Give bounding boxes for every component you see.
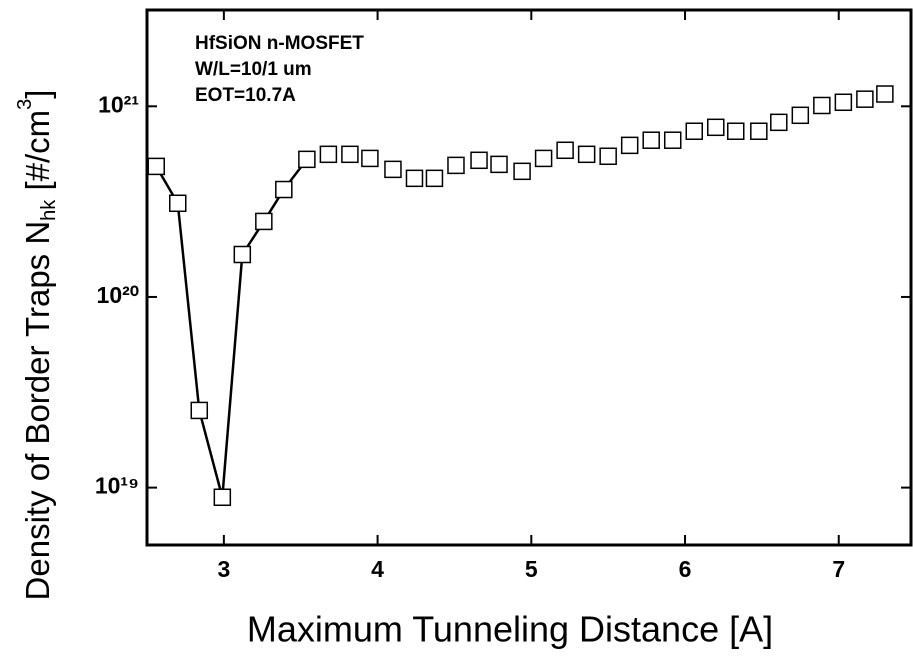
x-tick-label: 6	[679, 556, 692, 582]
y-label-sub: hk	[38, 199, 60, 221]
marker	[834, 93, 853, 112]
marker	[620, 136, 639, 155]
marker	[213, 488, 232, 507]
marker	[556, 141, 574, 160]
marker	[876, 85, 894, 103]
marker	[298, 150, 316, 169]
marker	[599, 147, 617, 166]
x-tick-label: 3	[217, 556, 230, 582]
marker	[856, 90, 874, 108]
marker	[770, 113, 788, 132]
marker	[750, 122, 768, 140]
marker	[791, 106, 810, 125]
y-label-text: ]	[19, 90, 56, 99]
x-tick-label: 4	[371, 556, 384, 582]
y-tick-label: 10²⁰	[97, 282, 139, 308]
marker	[233, 245, 252, 264]
marker	[577, 145, 596, 164]
y-label-sup: 3	[14, 99, 36, 110]
marker	[255, 212, 273, 231]
y-label-text: Density of Border Traps N	[19, 221, 56, 601]
x-tick-label: 5	[525, 556, 538, 582]
marker	[341, 145, 359, 164]
marker	[147, 157, 165, 176]
marker	[425, 169, 444, 188]
x-tick-label: 7	[832, 556, 845, 582]
y-axis-label: Density of Border Traps Nhk [#/cm3]	[14, 90, 60, 601]
marker	[685, 122, 704, 140]
marker	[190, 401, 209, 420]
marker	[361, 149, 379, 168]
x-axis-label: Maximum Tunneling Distance [A]	[247, 609, 773, 650]
marker	[168, 194, 187, 213]
marker	[447, 156, 465, 175]
marker	[813, 96, 831, 115]
marker	[642, 131, 660, 149]
y-tick-label: 10¹⁹	[95, 473, 139, 499]
marker	[534, 149, 553, 168]
marker	[405, 169, 424, 188]
y-label-text: [#/cm	[19, 110, 56, 200]
annotation: W/L=10/1 um	[195, 59, 312, 80]
marker	[490, 155, 508, 174]
marker	[275, 180, 293, 199]
annotation: HfSiON n-MOSFET	[195, 33, 364, 54]
marker	[707, 118, 725, 137]
marker	[727, 122, 745, 140]
annotation: EOT=10.7A	[195, 85, 296, 106]
marker	[384, 160, 402, 179]
y-tick-label: 10²¹	[98, 91, 139, 117]
marker	[319, 145, 338, 164]
plot-frame	[145, 8, 913, 547]
marker	[663, 131, 682, 149]
marker	[513, 162, 531, 181]
marker	[470, 151, 488, 170]
